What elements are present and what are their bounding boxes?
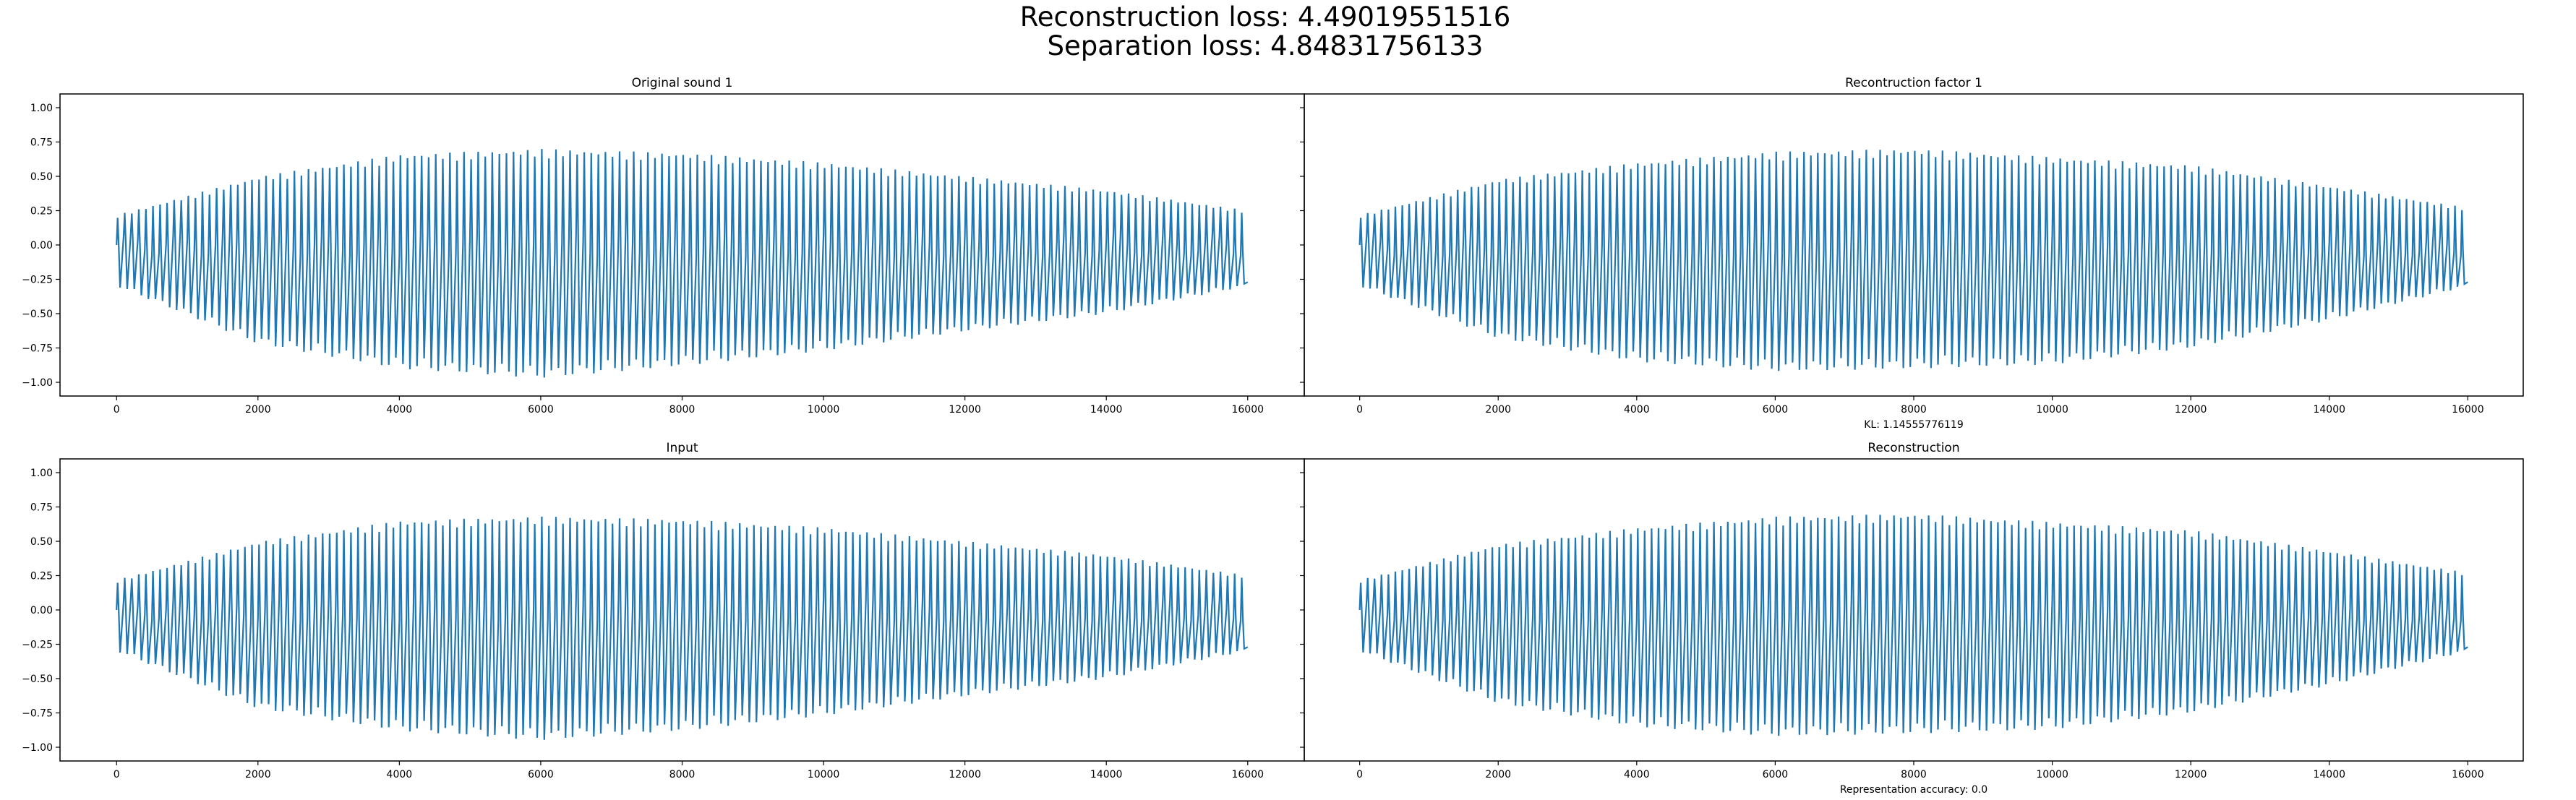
x-tick-label: 4000 bbox=[1624, 769, 1650, 780]
x-tick-label: 14000 bbox=[1090, 404, 1123, 416]
x-tick-label: 8000 bbox=[669, 404, 696, 416]
y-tick-label: 0.75 bbox=[30, 137, 53, 149]
x-tick-label: 2000 bbox=[245, 404, 271, 416]
subplot-title-3: Input bbox=[666, 441, 698, 455]
x-tick-label: 2000 bbox=[245, 769, 271, 780]
x-tick-label: 16000 bbox=[1231, 769, 1264, 780]
y-tick-label: 1.00 bbox=[30, 103, 53, 114]
waveform-line-3 bbox=[116, 516, 1249, 740]
x-tick-label: 6000 bbox=[528, 769, 554, 780]
y-tick-label: 0.75 bbox=[30, 502, 53, 514]
x-tick-label: 0 bbox=[1356, 404, 1363, 416]
x-tick-label: 0 bbox=[1356, 769, 1363, 780]
y-tick-label: −0.25 bbox=[22, 640, 53, 651]
axes-layer: Original sound 1 0 2000 4000 6000 8000 10000 12… bbox=[22, 76, 2524, 796]
y-tick-label: 0.25 bbox=[30, 206, 53, 218]
x-tick-label: 14000 bbox=[1090, 769, 1123, 780]
x-tick-label: 14000 bbox=[2313, 404, 2345, 416]
y-tick-label: 0.50 bbox=[30, 536, 53, 548]
x-tick-label: 4000 bbox=[387, 769, 413, 780]
x-tick-label: 4000 bbox=[1624, 404, 1650, 416]
x-axis-label-4: Representation accuracy: 0.0 bbox=[1840, 784, 1987, 796]
x-tick-label: 10000 bbox=[808, 404, 840, 416]
x-tick-label: 4000 bbox=[387, 404, 413, 416]
subplot-1: Original sound 1 0 2000 4000 6000 8000 10000 12… bbox=[22, 76, 1305, 416]
y-tick-label: 0.00 bbox=[30, 605, 53, 616]
subplot-title-1: Original sound 1 bbox=[632, 76, 733, 90]
x-tick-label: 0 bbox=[114, 769, 120, 780]
subplot-title-2: Recontruction factor 1 bbox=[1845, 76, 1982, 90]
waveform-line-4 bbox=[1358, 515, 2468, 736]
suptitle-line-1: Reconstruction loss: 4.49019551516 bbox=[1020, 1, 1511, 33]
x-tick-label: 6000 bbox=[1763, 769, 1789, 780]
y-tick-label: −0.75 bbox=[22, 708, 53, 720]
x-tick-label: 6000 bbox=[528, 404, 554, 416]
x-tick-label: 8000 bbox=[1901, 404, 1927, 416]
x-tick-label: 2000 bbox=[1485, 404, 1511, 416]
x-tick-label: 2000 bbox=[1485, 769, 1511, 780]
x-tick-label: 10000 bbox=[2036, 404, 2068, 416]
y-tick-label: −1.00 bbox=[22, 377, 53, 389]
y-tick-label: 1.00 bbox=[30, 468, 53, 479]
y-tick-label: 0.00 bbox=[30, 240, 53, 251]
waveform-line-1 bbox=[116, 149, 1249, 378]
x-tick-label: 16000 bbox=[1231, 404, 1264, 416]
subplot-2: Recontruction factor 1 0 2000 4000 6000 8000 1… bbox=[1300, 76, 2524, 431]
y-tick-label: 0.25 bbox=[30, 571, 53, 582]
y-tick-label: −0.50 bbox=[22, 674, 53, 685]
y-tick-label: −0.25 bbox=[22, 275, 53, 286]
subplot-4: Reconstruction 0 2000 4000 6000 8000 10000 1200… bbox=[1300, 441, 2524, 796]
x-tick-label: 16000 bbox=[2452, 404, 2484, 416]
x-tick-label: 12000 bbox=[2175, 769, 2207, 780]
suptitle-line-2: Separation loss: 4.84831756133 bbox=[1048, 30, 1484, 61]
x-tick-label: 12000 bbox=[949, 404, 981, 416]
y-tick-label: −0.75 bbox=[22, 343, 53, 355]
subplot-3: Input 0 2000 4000 6000 8000 10000 12000 14000 160… bbox=[22, 441, 1305, 780]
subplot-title-4: Reconstruction bbox=[1867, 441, 1959, 455]
x-tick-label: 8000 bbox=[669, 769, 696, 780]
x-tick-label: 6000 bbox=[1763, 404, 1789, 416]
waveform-line-2 bbox=[1358, 150, 2468, 371]
x-tick-label: 14000 bbox=[2313, 769, 2345, 780]
x-tick-label: 8000 bbox=[1901, 769, 1927, 780]
x-tick-label: 16000 bbox=[2452, 769, 2484, 780]
y-tick-label: −0.50 bbox=[22, 309, 53, 320]
y-tick-label: −1.00 bbox=[22, 742, 53, 754]
x-tick-label: 10000 bbox=[2036, 769, 2068, 780]
x-tick-label: 12000 bbox=[949, 769, 981, 780]
x-tick-label: 12000 bbox=[2175, 404, 2207, 416]
x-axis-label-2: KL: 1.14555776119 bbox=[1864, 419, 1963, 431]
x-tick-label: 10000 bbox=[808, 769, 840, 780]
y-tick-label: 0.50 bbox=[30, 171, 53, 183]
x-tick-label: 0 bbox=[114, 404, 120, 416]
